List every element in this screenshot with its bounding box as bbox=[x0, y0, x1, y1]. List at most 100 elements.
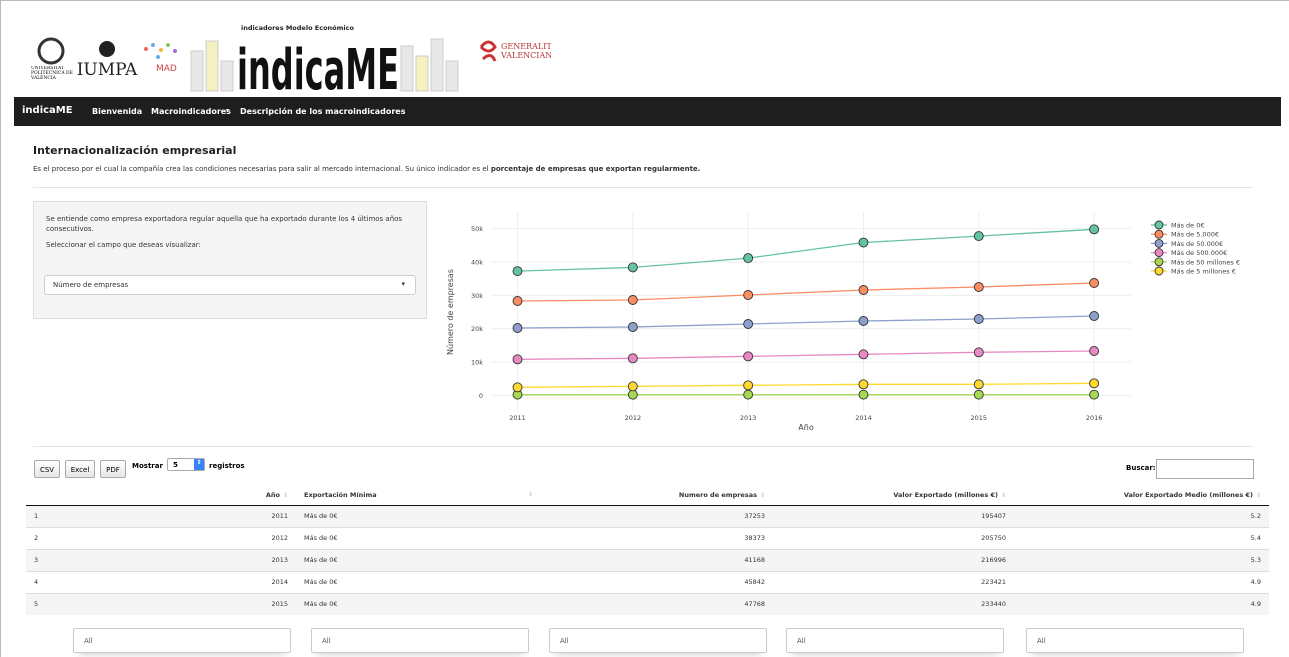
csv-button[interactable]: CSV bbox=[34, 460, 60, 478]
section-title: Internacionalización empresarial bbox=[33, 144, 236, 157]
table-cell: 45842 bbox=[541, 571, 773, 593]
data-point bbox=[628, 354, 637, 363]
table-cell: Más de 0€ bbox=[296, 593, 541, 615]
y-tick-label: 50k bbox=[471, 225, 483, 233]
data-point bbox=[974, 283, 983, 292]
sort-icon: ⇕ bbox=[528, 491, 533, 498]
data-point bbox=[744, 352, 753, 361]
table-cell: 2013 bbox=[226, 549, 296, 571]
table-cell: 5.2 bbox=[1014, 505, 1269, 527]
table-cell: 216996 bbox=[773, 549, 1014, 571]
x-tick-label: 2015 bbox=[971, 414, 988, 422]
chart: Número de empresas Año 010k20k30k40k50k2… bbox=[441, 201, 1281, 436]
table-cell: Más de 0€ bbox=[296, 505, 541, 527]
table-cell: 5.4 bbox=[1014, 527, 1269, 549]
sort-icon: ⇕ bbox=[760, 492, 765, 499]
legend-marker bbox=[1155, 239, 1163, 247]
data-point bbox=[1090, 379, 1099, 388]
series-line bbox=[518, 229, 1095, 271]
divider bbox=[33, 187, 1253, 188]
table-row: 52015Más de 0€477682334404.9 bbox=[26, 593, 1269, 615]
table-cell: 2014 bbox=[226, 571, 296, 593]
x-tick-label: 2016 bbox=[1086, 414, 1103, 422]
nav-caret: ▾ bbox=[226, 107, 229, 114]
nav-item[interactable]: Macroindicadores bbox=[151, 107, 231, 116]
series-line bbox=[518, 383, 1095, 387]
row-number: 4 bbox=[26, 571, 226, 593]
column-filter[interactable]: All bbox=[311, 628, 529, 653]
sidebar-prompt: Seleccionar el campo que deseas visualiz… bbox=[46, 241, 414, 249]
nav-item[interactable]: Bienvenida bbox=[92, 107, 142, 116]
column-header[interactable]: Valor Exportado Medio (millones €)⇕ bbox=[1014, 485, 1269, 505]
table-cell: 4.9 bbox=[1014, 571, 1269, 593]
x-tick-label: 2011 bbox=[509, 414, 526, 422]
upv-logo-text: UNIVERSITAT POLITÈCNICA DE VALÈNCIA bbox=[31, 66, 73, 81]
nav-item[interactable]: Descripción de los macroindicadores bbox=[240, 107, 406, 116]
data-point bbox=[974, 380, 983, 389]
table-cell: 195407 bbox=[773, 505, 1014, 527]
data-point bbox=[859, 390, 868, 399]
page: UNIVERSITAT POLITÈCNICA DE VALÈNCIA IUMP… bbox=[0, 0, 1289, 657]
table-row: 32013Más de 0€411682169965.3 bbox=[26, 549, 1269, 571]
column-filter[interactable]: All bbox=[786, 628, 1004, 653]
data-point bbox=[744, 254, 753, 263]
data-point bbox=[744, 381, 753, 390]
column-header[interactable]: Valor Exportado (millones €)⇕ bbox=[773, 485, 1014, 505]
data-point bbox=[1090, 390, 1099, 399]
table-cell: Más de 0€ bbox=[296, 549, 541, 571]
data-point bbox=[859, 350, 868, 359]
series-line bbox=[518, 316, 1095, 328]
legend-label: Más de 0€ bbox=[1171, 222, 1205, 230]
legend-label: Más de 5 millones € bbox=[1171, 268, 1236, 276]
mad-logo-text: MAD bbox=[156, 64, 177, 74]
legend-label: Más de 50.000€ bbox=[1171, 240, 1223, 248]
data-point bbox=[1090, 225, 1099, 234]
y-axis-title: Número de empresas bbox=[446, 269, 455, 355]
data-point bbox=[974, 232, 983, 241]
column-filter[interactable]: All bbox=[549, 628, 767, 653]
page-size-select[interactable]: 5⇕ bbox=[167, 458, 205, 471]
legend-marker bbox=[1155, 267, 1163, 275]
column-header[interactable]: Numero de empresas⇕ bbox=[541, 485, 773, 505]
data-point bbox=[513, 297, 522, 306]
nav-brand[interactable]: indicaME bbox=[22, 105, 73, 116]
y-tick-label: 30k bbox=[471, 292, 483, 300]
column-header[interactable]: Año⇕ bbox=[226, 485, 296, 505]
y-tick-label: 0 bbox=[479, 392, 483, 400]
column-filter[interactable]: All bbox=[1026, 628, 1244, 653]
section-description: Es el proceso por el cual la compañía cr… bbox=[33, 165, 700, 173]
table-cell: 38373 bbox=[541, 527, 773, 549]
divider bbox=[33, 446, 1253, 447]
data-point bbox=[859, 286, 868, 295]
pdf-button[interactable]: PDF bbox=[100, 460, 126, 478]
y-tick-label: 10k bbox=[471, 359, 483, 367]
table-row: 12011Más de 0€372531954075.2 bbox=[26, 505, 1269, 527]
y-tick-label: 20k bbox=[471, 325, 483, 333]
row-number: 1 bbox=[26, 505, 226, 527]
header: UNIVERSITAT POLITÈCNICA DE VALÈNCIA IUMP… bbox=[1, 1, 561, 96]
sort-icon: ⇕ bbox=[283, 492, 288, 499]
table-cell: 2011 bbox=[226, 505, 296, 527]
table-cell: 2012 bbox=[226, 527, 296, 549]
column-header[interactable]: Exportación Mínima⇕ bbox=[296, 485, 541, 505]
iumpa-emblem bbox=[99, 41, 115, 57]
table-cell: Más de 0€ bbox=[296, 571, 541, 593]
excel-button[interactable]: Excel bbox=[65, 460, 95, 478]
search-input[interactable] bbox=[1156, 459, 1254, 479]
x-tick-label: 2013 bbox=[740, 414, 757, 422]
field-select[interactable]: Número de empresas▾ bbox=[44, 275, 416, 295]
data-point bbox=[859, 238, 868, 247]
data-point bbox=[974, 390, 983, 399]
description-text: Es el proceso por el cual la compañía cr… bbox=[33, 165, 489, 173]
table-cell: 41168 bbox=[541, 549, 773, 571]
index-header bbox=[26, 485, 226, 505]
data-point bbox=[859, 380, 868, 389]
column-filter[interactable]: All bbox=[73, 628, 291, 653]
data-point bbox=[513, 324, 522, 333]
data-point bbox=[513, 355, 522, 364]
legend-label: Más de 500.000€ bbox=[1171, 249, 1227, 257]
row-number: 5 bbox=[26, 593, 226, 615]
table-cell: Más de 0€ bbox=[296, 527, 541, 549]
